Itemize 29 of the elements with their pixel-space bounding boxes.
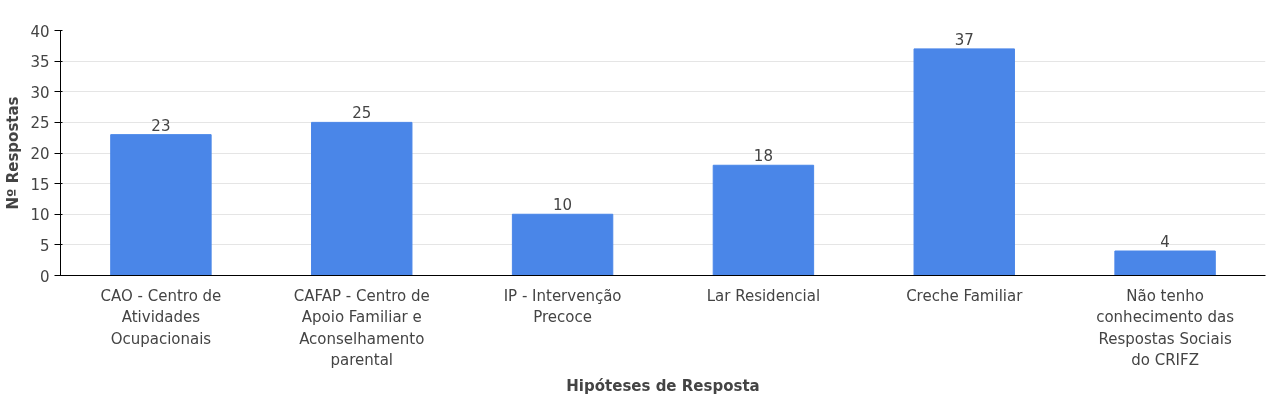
y-tick-label: 30 bbox=[30, 83, 50, 102]
x-tick-label: CAO - Centro de Atividades Ocupacionais bbox=[100, 286, 222, 348]
x-axis-title: Hipóteses de Resposta bbox=[566, 377, 760, 396]
bar bbox=[110, 134, 212, 276]
data-label: 25 bbox=[352, 104, 372, 123]
y-tick-label: 40 bbox=[30, 22, 50, 41]
x-tick-label: CAFAP - Centro de Apoio Familiar e Aconselhamento parental bbox=[293, 286, 430, 370]
bar bbox=[1114, 250, 1216, 276]
x-tick-label: Não tenho conhecimento das Respostas Sociais do CRIFZ bbox=[1096, 286, 1235, 370]
bar bbox=[511, 213, 614, 276]
data-label: 23 bbox=[151, 116, 171, 135]
bar bbox=[311, 121, 413, 276]
x-tick-label: IP - Intervenção Precoce bbox=[503, 286, 622, 327]
data-label: 4 bbox=[1160, 233, 1170, 251]
y-tick-label: 0 bbox=[39, 267, 50, 286]
data-label: 37 bbox=[954, 30, 974, 49]
y-tick-label: 10 bbox=[30, 206, 50, 225]
y-tick-label: 15 bbox=[30, 175, 50, 194]
bar bbox=[913, 48, 1015, 276]
y-axis-title: Nº Respostas bbox=[4, 96, 23, 210]
x-tick-label: Creche Familiar bbox=[906, 286, 1024, 305]
data-label: 18 bbox=[753, 147, 773, 166]
y-tick-label: 35 bbox=[30, 53, 50, 72]
x-tick-label: Lar Residencial bbox=[706, 286, 821, 305]
y-tick-label: 5 bbox=[39, 236, 50, 255]
bar bbox=[712, 164, 815, 276]
y-tick-label: 25 bbox=[30, 114, 50, 133]
y-tick-label: 20 bbox=[30, 145, 50, 163]
data-label: 10 bbox=[553, 196, 573, 215]
